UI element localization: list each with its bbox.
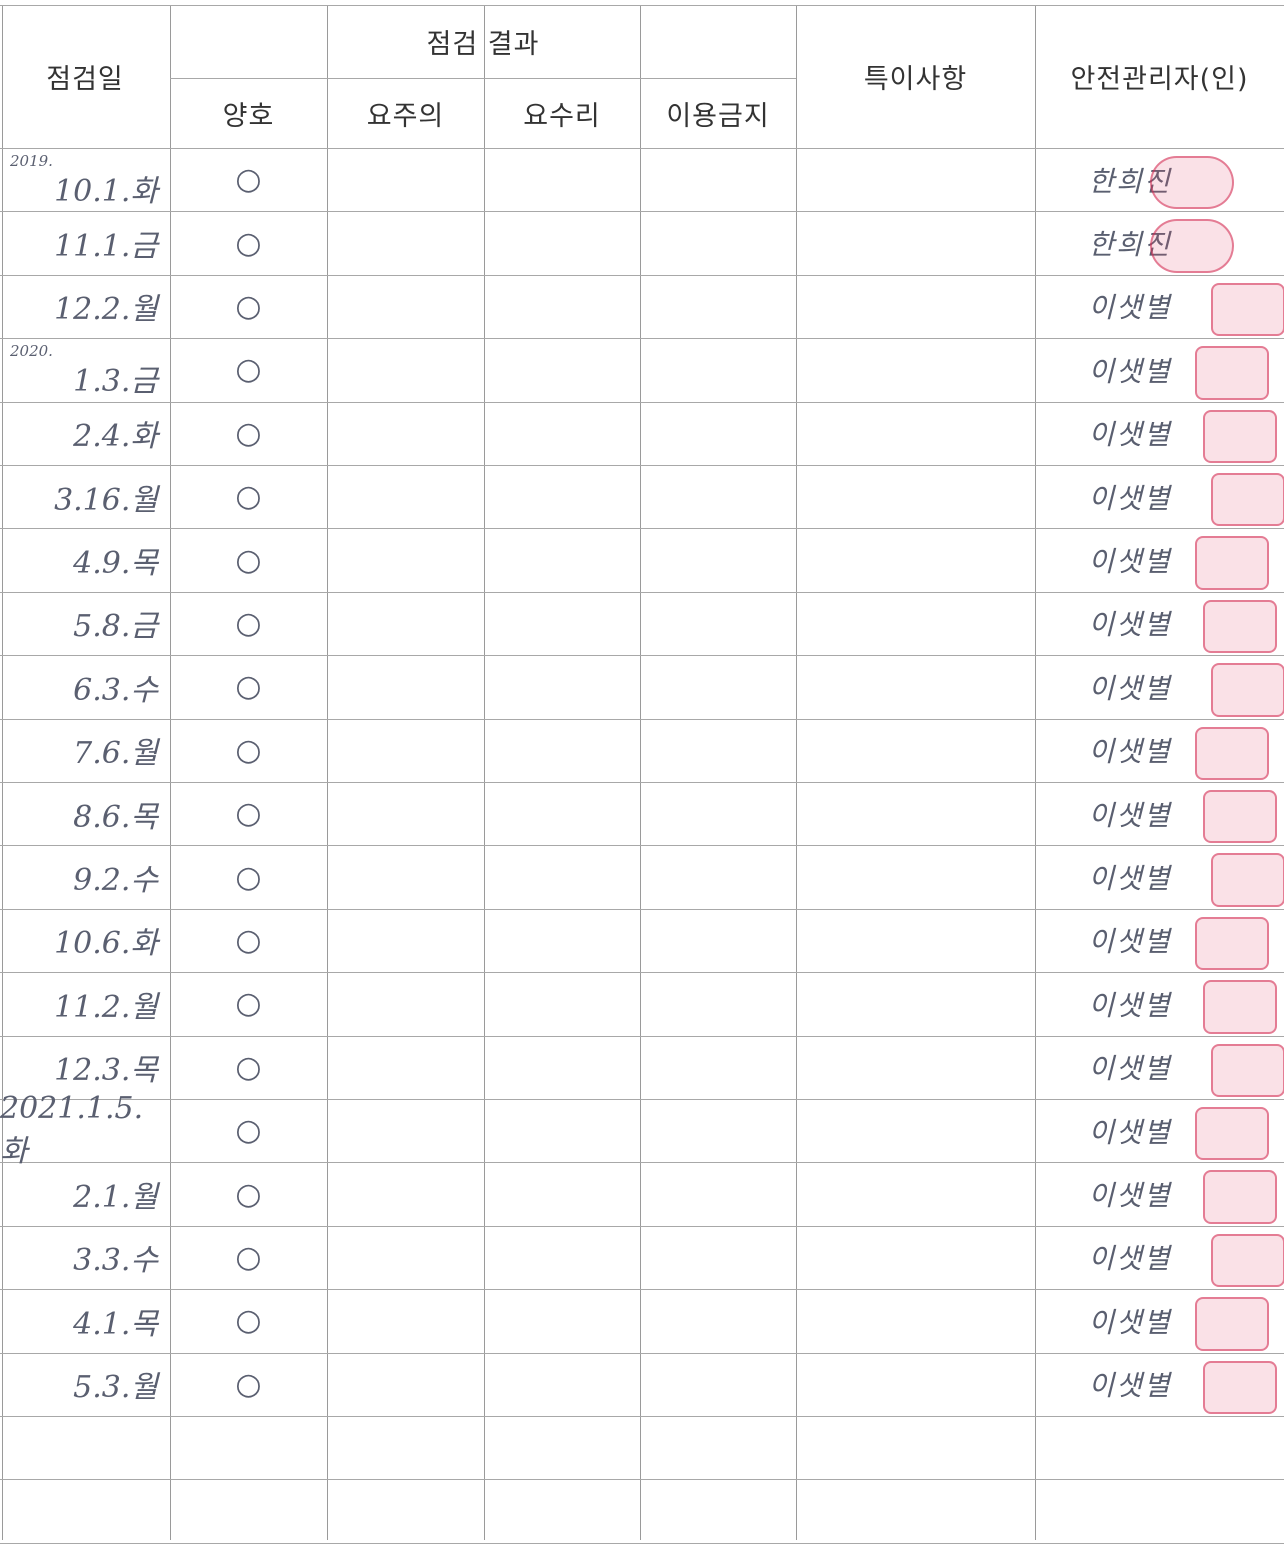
seal-stamp <box>1203 790 1277 843</box>
row-line <box>0 5 1284 6</box>
inspection-date: 6.3.수 <box>0 655 170 718</box>
result-good: ○ <box>170 148 327 211</box>
column-line <box>796 5 797 1540</box>
seal-stamp <box>1150 156 1234 209</box>
seal-stamp <box>1211 1044 1284 1097</box>
inspection-date: 10.6.화 <box>0 909 170 972</box>
result-good: ○ <box>170 1226 327 1289</box>
column-line <box>327 5 328 1540</box>
manager-name: 이샛별 <box>1035 1226 1225 1289</box>
result-good: ○ <box>170 845 327 908</box>
manager-name: 이샛별 <box>1035 275 1225 338</box>
result-good: ○ <box>170 211 327 274</box>
result-good: ○ <box>170 1099 327 1162</box>
seal-stamp <box>1150 219 1234 272</box>
result-good: ○ <box>170 909 327 972</box>
manager-name: 이샛별 <box>1035 1353 1225 1416</box>
seal-stamp <box>1203 600 1277 653</box>
inspection-date: 4.1.목 <box>0 1289 170 1352</box>
inspection-date: 1.3.금 <box>0 346 170 409</box>
result-good: ○ <box>170 1036 327 1099</box>
inspection-date: 4.9.목 <box>0 528 170 591</box>
manager-name: 이샛별 <box>1035 1162 1225 1225</box>
inspection-date: 5.3.월 <box>0 1353 170 1416</box>
result-good: ○ <box>170 275 327 338</box>
seal-stamp <box>1203 1361 1277 1414</box>
inspection-date: 12.3.목 <box>0 1036 170 1099</box>
result-good: ○ <box>170 402 327 465</box>
manager-name: 이샛별 <box>1035 655 1225 718</box>
seal-stamp <box>1195 727 1269 780</box>
inspection-date: 2021.1.5.화 <box>0 1099 170 1162</box>
result-good: ○ <box>170 782 327 845</box>
row-line <box>0 1416 1284 1417</box>
header-notes: 특이사항 <box>796 5 1035 148</box>
result-good: ○ <box>170 1353 327 1416</box>
inspection-date: 7.6.월 <box>0 719 170 782</box>
seal-stamp <box>1195 917 1269 970</box>
inspection-date: 12.2.월 <box>0 275 170 338</box>
result-good: ○ <box>170 592 327 655</box>
inspection-date: 5.8.금 <box>0 592 170 655</box>
seal-stamp <box>1211 853 1284 906</box>
inspection-date: 11.1.금 <box>0 211 170 274</box>
inspection-date: 2.1.월 <box>0 1162 170 1225</box>
inspection-date: 8.6.목 <box>0 782 170 845</box>
inspection-date: 3.3.수 <box>0 1226 170 1289</box>
manager-name: 이샛별 <box>1035 402 1225 465</box>
row-line <box>170 78 796 79</box>
seal-stamp <box>1211 283 1284 336</box>
seal-stamp <box>1195 536 1269 589</box>
manager-name: 이샛별 <box>1035 972 1225 1035</box>
seal-stamp <box>1195 1107 1269 1160</box>
inspection-date: 10.1.화 <box>0 156 170 219</box>
inspection-sheet: 점검일 점검 결과 양호 요주의 요수리 이용금지 특이사항 안전관리자(인) … <box>0 0 1284 1540</box>
header-result: 점검 결과 <box>170 5 796 78</box>
header-repair: 요수리 <box>484 78 640 148</box>
row-line <box>0 1479 1284 1480</box>
seal-stamp <box>1203 1170 1277 1223</box>
result-good: ○ <box>170 719 327 782</box>
inspection-date: 9.2.수 <box>0 845 170 908</box>
manager-name: 이샛별 <box>1035 592 1225 655</box>
seal-stamp <box>1211 663 1284 716</box>
result-good: ○ <box>170 972 327 1035</box>
column-line <box>484 5 485 1540</box>
result-good: ○ <box>170 1289 327 1352</box>
header-date: 점검일 <box>0 5 170 148</box>
header-prohibited: 이용금지 <box>640 78 796 148</box>
seal-stamp <box>1195 1297 1269 1350</box>
seal-stamp <box>1203 980 1277 1033</box>
result-good: ○ <box>170 465 327 528</box>
result-good: ○ <box>170 655 327 718</box>
seal-stamp <box>1203 410 1277 463</box>
header-caution: 요주의 <box>327 78 484 148</box>
seal-stamp <box>1211 473 1284 526</box>
seal-stamp <box>1195 346 1269 399</box>
result-good: ○ <box>170 1162 327 1225</box>
inspection-date: 11.2.월 <box>0 972 170 1035</box>
header-manager: 안전관리자(인) <box>1035 5 1284 148</box>
manager-name: 이샛별 <box>1035 845 1225 908</box>
seal-stamp <box>1211 1234 1284 1287</box>
inspection-date: 3.16.월 <box>0 465 170 528</box>
manager-name: 이샛별 <box>1035 1036 1225 1099</box>
column-line <box>640 5 641 1540</box>
result-good: ○ <box>170 338 327 401</box>
result-good: ○ <box>170 528 327 591</box>
manager-name: 이샛별 <box>1035 465 1225 528</box>
manager-name: 이샛별 <box>1035 782 1225 845</box>
inspection-date: 2.4.화 <box>0 402 170 465</box>
header-good: 양호 <box>170 78 327 148</box>
